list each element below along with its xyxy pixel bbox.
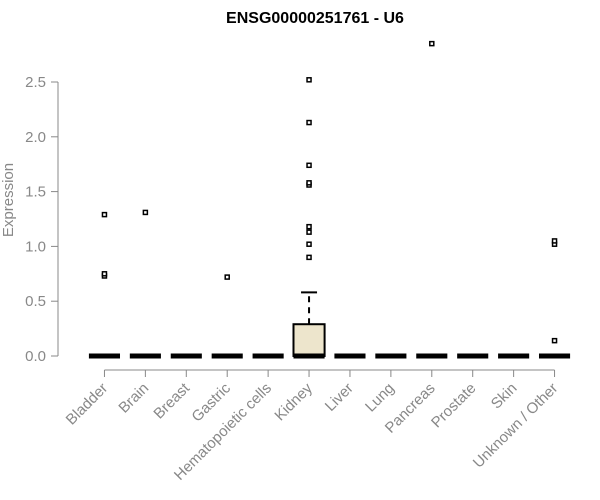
outlier-point [101,211,108,218]
outlier-point [306,162,312,169]
outlier-point [306,229,312,235]
outlier-point [142,209,149,216]
outlier-point [306,77,312,83]
box-bladder [88,211,121,359]
y-tick-label: 2.5 [25,74,46,91]
box-body [292,323,326,358]
x-tick-label: Lung [362,380,398,416]
y-tick-label: 0.5 [25,293,46,310]
x-tick-label: Skin [488,380,521,413]
outlier-point [306,241,312,247]
y-axis: 0.0 0.5 1.0 1.5 2.0 2.5 [25,74,59,365]
outlier-point [224,274,230,280]
box-unknown-other [538,238,571,359]
outlier-point [429,40,435,47]
y-tick-label: 2.0 [25,129,46,146]
box-kidney [292,77,326,359]
chart-title: ENSG00000251761 - U6 [226,10,404,27]
y-axis-label: Expression [0,163,17,237]
box-gastric [211,274,243,359]
box-pancreas [416,40,448,359]
outlier-point [306,254,312,261]
outlier-point [306,119,312,126]
x-tick-label: Bladder [63,380,112,429]
x-tick-label: Breast [150,379,193,422]
x-tick-label: Kidney [271,379,316,424]
y-tick-label: 1.5 [25,184,46,201]
outlier-point [551,337,558,344]
outlier-point [551,238,558,244]
y-tick-label: 1.0 [25,238,46,255]
outlier-point [306,223,312,230]
outlier-point [101,271,108,277]
x-tick-label: Liver [322,380,357,415]
x-tick-label: Prostate [428,380,480,432]
y-tick-label: 0.0 [25,348,46,365]
box-brain [129,209,161,359]
outlier-point [306,180,312,186]
box-plots [88,40,571,359]
x-tick-label: Brain [115,380,152,417]
